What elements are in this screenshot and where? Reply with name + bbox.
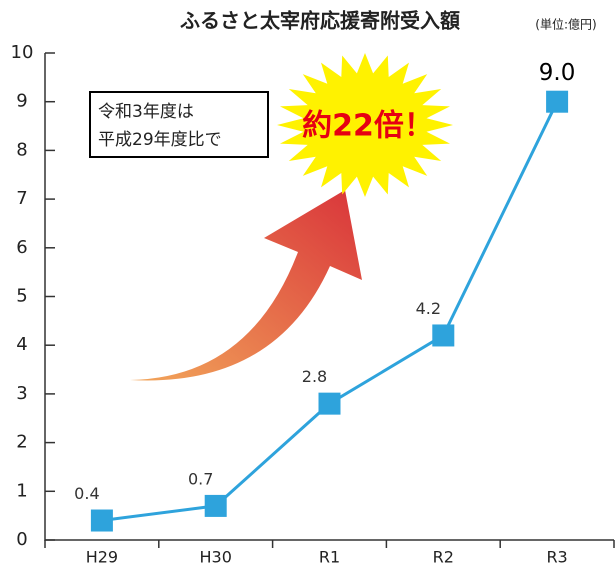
value-label: 2.8: [302, 367, 327, 386]
x-tick-label: R2: [433, 548, 454, 567]
y-tick-label: 3: [16, 383, 27, 404]
marker: [204, 494, 227, 517]
burst-text: 約22倍！: [302, 109, 434, 144]
annotation-text: 令和3年度は: [98, 102, 194, 122]
y-tick-label: 6: [16, 237, 27, 258]
y-tick-label: 8: [16, 139, 27, 160]
y-tick-label: 9: [16, 91, 27, 112]
y-tick-label: 2: [16, 432, 27, 453]
y-tick-label: 1: [16, 480, 27, 501]
x-tick-label: H29: [86, 548, 118, 567]
y-tick-label: 10: [11, 42, 34, 63]
marker: [90, 509, 113, 532]
value-label: 9.0: [539, 60, 576, 86]
annotation-box: [89, 91, 269, 158]
y-tick-label: 7: [16, 188, 27, 209]
marker: [432, 324, 455, 347]
value-label: 4.2: [416, 299, 441, 318]
marker: [318, 392, 341, 415]
marker: [546, 90, 569, 113]
y-tick-label: 4: [16, 334, 27, 355]
annotation-text: 平成29年度比で: [98, 130, 222, 150]
arrow: [130, 190, 362, 381]
y-tick-label: 5: [16, 286, 27, 307]
chart-subtitle: (単位:億円): [535, 17, 596, 32]
y-tick-label: 0: [16, 529, 27, 550]
x-tick-label: R1: [319, 548, 340, 567]
value-label: 0.7: [188, 469, 213, 488]
burst: [277, 53, 453, 197]
value-label: 0.4: [74, 484, 99, 503]
chart-title: ふるさと太宰府応援寄附受入額: [180, 9, 460, 33]
x-tick-label: R3: [546, 548, 567, 567]
x-tick-label: H30: [200, 548, 232, 567]
